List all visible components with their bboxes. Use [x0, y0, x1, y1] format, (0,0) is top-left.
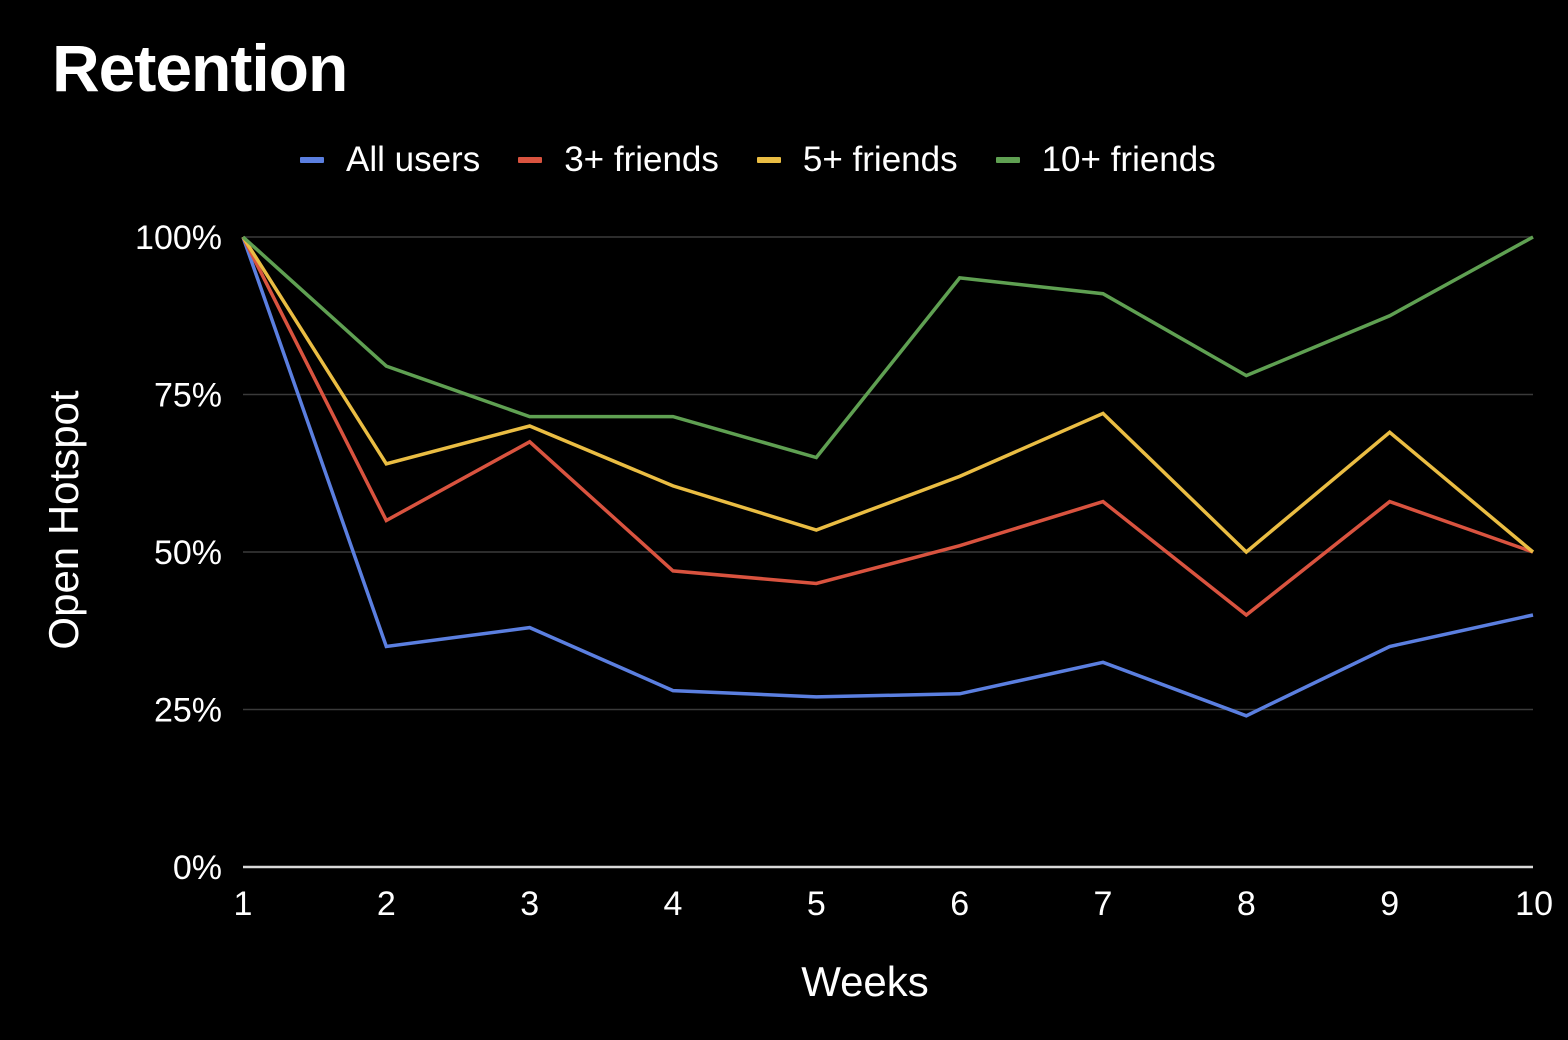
- legend-item-5-friends[interactable]: 5+ friends: [756, 138, 958, 182]
- y-axis-ticks: 0% 25% 50% 75% 100%: [135, 219, 222, 887]
- y-tick-label: 0%: [173, 849, 222, 887]
- x-tick-label: 2: [377, 885, 396, 923]
- x-tick-label: 10: [1515, 885, 1553, 923]
- chart-legend: All users 3+ friends 5+ friends 10+ frie…: [300, 138, 1254, 182]
- series-line-3-friends[interactable]: [241, 236, 1534, 618]
- x-tick-label: 8: [1237, 885, 1256, 923]
- y-axis-title: Open Hotspot: [40, 390, 87, 649]
- y-tick-label: 100%: [135, 219, 222, 257]
- gridlines: [243, 236, 1533, 869]
- x-tick-label: 6: [950, 885, 969, 923]
- series-lines: [241, 235, 1535, 718]
- x-tick-label: 1: [234, 885, 253, 923]
- series-line-all-users[interactable]: [241, 236, 1534, 718]
- legend-item-3-friends[interactable]: 3+ friends: [518, 138, 719, 182]
- legend-label-3-friends: 3+ friends: [564, 140, 719, 179]
- x-tick-label: 5: [807, 885, 826, 923]
- chart-title: Retention: [52, 31, 348, 105]
- y-tick-label: 50%: [154, 534, 222, 572]
- y-tick-label: 25%: [154, 692, 222, 730]
- x-axis-title: Weeks: [801, 958, 929, 1005]
- legend-label-10-friends: 10+ friends: [1041, 140, 1216, 179]
- x-tick-label: 7: [1094, 885, 1113, 923]
- x-tick-label: 3: [520, 885, 539, 923]
- series-line-5-friends[interactable]: [241, 236, 1535, 555]
- legend-swatch-3-friends: [518, 157, 543, 163]
- x-tick-label: 4: [664, 885, 683, 923]
- x-axis-ticks: 1 2 3 4 5 6 7 8 9 10: [234, 885, 1553, 923]
- x-tick-label: 9: [1380, 885, 1399, 923]
- series-line-10-friends[interactable]: [241, 235, 1534, 460]
- legend-item-10-friends[interactable]: 10+ friends: [995, 138, 1216, 182]
- legend-swatch-all-users: [300, 157, 324, 163]
- y-tick-label: 75%: [154, 377, 222, 415]
- legend-swatch-5-friends: [756, 157, 781, 163]
- legend-label-all-users: All users: [346, 140, 481, 179]
- legend-swatch-10-friends: [995, 157, 1020, 163]
- legend-item-all-users[interactable]: All users: [300, 138, 480, 182]
- legend-label-5-friends: 5+ friends: [802, 140, 958, 179]
